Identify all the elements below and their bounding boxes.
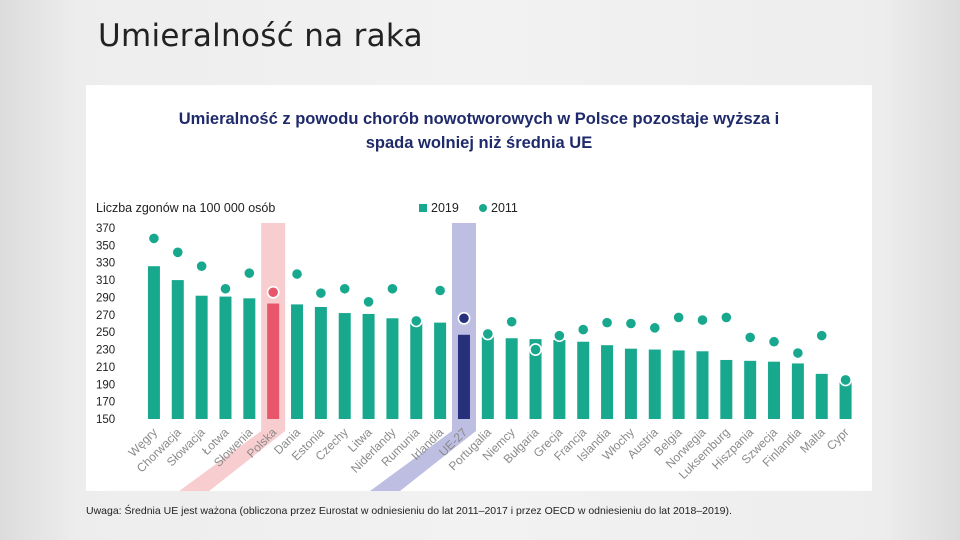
dot-2011: [219, 282, 232, 296]
dot-2011: [481, 327, 495, 341]
dot-2011: [195, 259, 209, 273]
y-tick-label: 210: [96, 362, 115, 374]
bar-2019: [291, 304, 304, 419]
dot-2011: [624, 317, 638, 330]
dot-2011: [171, 245, 185, 259]
dot-2011: [529, 343, 542, 356]
dot-2011: [743, 330, 757, 344]
y-tick-label: 290: [96, 292, 115, 304]
poland-highlight-band: [179, 223, 286, 491]
dot-2011: [338, 282, 352, 296]
legend-dot-swatch: [479, 204, 487, 212]
bar-chart: Liczba zgonów na 100 000 osób 2019 2011 150…: [96, 201, 852, 491]
chart-panel: Umieralność z powodu chorób nowotworowyc…: [86, 85, 872, 491]
dot-2011: [147, 232, 161, 245]
bar-2019: [624, 348, 637, 419]
slide-title: Umieralność na raka: [98, 18, 423, 54]
bar-2019: [577, 341, 590, 419]
legend-bar-label: 2019: [431, 201, 459, 215]
dot-2011: [672, 311, 686, 324]
dot-2011: [386, 282, 399, 296]
dot-2011: [648, 321, 662, 335]
bar-2019: [720, 359, 733, 419]
bar-2019: [791, 363, 804, 419]
dot-2011: [696, 313, 709, 327]
x-tick-label: Malta: [797, 425, 828, 456]
y-tick-label: 230: [96, 345, 115, 357]
y-tick-label: 350: [96, 240, 115, 252]
bar-2019: [243, 298, 256, 419]
footnote: Uwaga: Średnia UE jest ważona (obliczona…: [86, 505, 732, 517]
bar-2019: [434, 322, 447, 419]
y-axis-label: Liczba zgonów na 100 000 osób: [96, 201, 275, 215]
bar-2019: [410, 320, 423, 419]
dot-2011: [815, 329, 829, 343]
x-tick-label: Cypr: [824, 425, 852, 453]
dot-2011: [600, 316, 614, 330]
dot-2011: [409, 314, 423, 328]
y-tick-label: 150: [96, 414, 115, 426]
bar-2019: [338, 313, 351, 419]
bar-2019: [362, 313, 375, 419]
bar-2019: [696, 351, 709, 419]
bar-2019: [815, 373, 828, 419]
bar-2019: [195, 295, 208, 419]
y-tick-label: 270: [96, 310, 115, 322]
y-tick-label: 370: [96, 223, 115, 235]
bar-2019: [648, 349, 661, 419]
bar-2019: [171, 280, 184, 419]
bar-2019: [267, 303, 280, 419]
dot-2011: [433, 284, 447, 297]
dot-2011: [362, 295, 375, 309]
y-tick-label: 170: [96, 397, 115, 409]
dot-2011: [457, 311, 471, 325]
chart-title-line2: spada wolniej niż średnia UE: [365, 134, 593, 152]
bar-2019: [386, 318, 399, 419]
legend-dot-label: 2011: [491, 201, 518, 215]
bar-2019: [553, 339, 566, 419]
y-tick-label: 250: [96, 327, 115, 339]
y-tick-label: 330: [96, 258, 115, 270]
dot-2011: [505, 315, 519, 329]
eu-highlight-band: [369, 223, 476, 491]
dot-2011: [242, 266, 256, 280]
dot-2011: [266, 285, 280, 299]
chart-title-line1: Umieralność z powodu chorób nowotworowyc…: [178, 110, 780, 128]
dot-2011: [290, 267, 304, 281]
dot-2011: [839, 373, 852, 387]
bar-2019: [601, 345, 614, 419]
bar-2019: [481, 336, 494, 419]
dot-2011: [552, 329, 566, 343]
y-tick-label: 310: [96, 275, 115, 287]
bar-2019: [839, 381, 852, 419]
dot-2011: [314, 286, 328, 300]
bar-2019: [672, 350, 685, 419]
dot-2011: [576, 323, 590, 336]
bar-2019: [529, 339, 542, 419]
y-tick-label: 190: [96, 379, 115, 391]
bar-2019: [744, 360, 757, 419]
bar-2019: [505, 338, 518, 419]
legend-bar-swatch: [419, 204, 427, 212]
dot-2011: [791, 346, 805, 360]
bar-2019: [147, 266, 160, 419]
bar-2019: [457, 334, 470, 419]
bar-2019: [314, 307, 327, 419]
dot-2011: [719, 311, 733, 324]
bar-2019: [219, 296, 232, 419]
chart-title: Umieralność z powodu chorób nowotworowyc…: [86, 107, 872, 155]
dot-2011: [767, 335, 781, 349]
bar-2019: [768, 361, 781, 419]
